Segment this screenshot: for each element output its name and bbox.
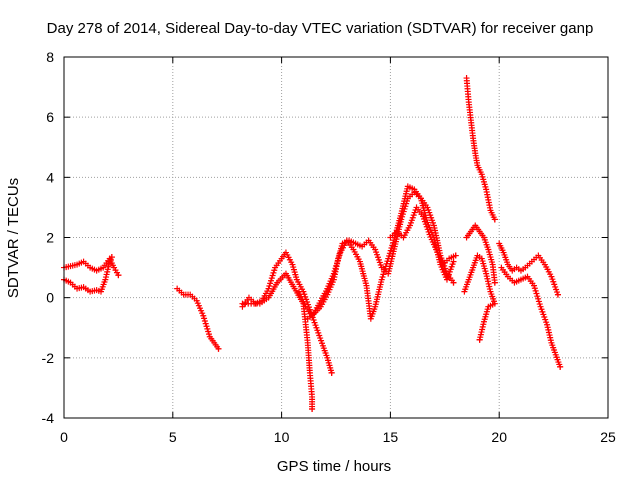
grid bbox=[64, 57, 608, 418]
data-point bbox=[386, 252, 393, 259]
data-point bbox=[336, 252, 343, 259]
data-point bbox=[385, 255, 392, 262]
data-point bbox=[536, 301, 543, 308]
data-point bbox=[115, 272, 122, 279]
x-tick-label: 25 bbox=[600, 429, 616, 445]
data-point bbox=[532, 287, 539, 294]
data-point bbox=[491, 216, 498, 223]
data-point bbox=[450, 279, 457, 286]
data-point bbox=[557, 363, 564, 370]
data-series-seg3 bbox=[174, 285, 222, 352]
y-tick-label: 2 bbox=[46, 230, 54, 246]
data-point bbox=[390, 239, 397, 246]
data-point bbox=[268, 275, 275, 282]
x-tick-label: 0 bbox=[60, 429, 68, 445]
y-tick-label: 6 bbox=[46, 109, 54, 125]
data-point bbox=[201, 317, 208, 324]
data-point bbox=[330, 270, 337, 277]
data-point bbox=[270, 269, 277, 276]
data-point bbox=[266, 283, 273, 290]
data-point bbox=[334, 260, 341, 267]
data-series-seg2 bbox=[61, 254, 115, 295]
y-tick-label: 8 bbox=[46, 49, 54, 65]
x-tick-label: 15 bbox=[383, 429, 399, 445]
data-point bbox=[200, 312, 207, 319]
x-tick-label: 10 bbox=[274, 429, 290, 445]
data-series-seg8 bbox=[387, 204, 459, 268]
y-tick-label: -4 bbox=[42, 410, 55, 426]
y-axis-label: SDTVAR / TECUs bbox=[5, 178, 22, 298]
x-axis-label: GPS time / hours bbox=[277, 458, 391, 475]
data-point bbox=[389, 242, 396, 249]
x-tick-label: 20 bbox=[491, 429, 507, 445]
data-point bbox=[390, 237, 397, 244]
data-point bbox=[267, 280, 274, 287]
data-point bbox=[533, 290, 540, 297]
data-point bbox=[108, 254, 115, 261]
data-point bbox=[331, 267, 338, 274]
plot-frame bbox=[63, 56, 609, 419]
data-point bbox=[379, 273, 386, 280]
data-point bbox=[202, 320, 209, 327]
data-point bbox=[452, 252, 459, 259]
y-tick-label: 4 bbox=[46, 169, 54, 185]
data-point bbox=[535, 298, 542, 305]
data-point bbox=[554, 291, 561, 298]
data-point bbox=[215, 345, 222, 352]
data-point bbox=[328, 369, 335, 376]
data-point bbox=[381, 268, 388, 275]
data-point bbox=[333, 262, 340, 269]
data-points bbox=[61, 75, 564, 412]
tick-labels: 0 5 10 15 20 25 -4 -2 0 2 4 6 8 bbox=[42, 49, 616, 445]
data-series-seg13 bbox=[498, 264, 564, 370]
data-point bbox=[384, 258, 391, 265]
data-point bbox=[205, 328, 212, 335]
data-point bbox=[491, 279, 498, 286]
data-point bbox=[388, 245, 395, 252]
data-point bbox=[531, 285, 538, 292]
data-series-seg9 bbox=[463, 75, 498, 223]
data-series-seg11 bbox=[461, 252, 498, 343]
data-point bbox=[534, 293, 541, 300]
data-point bbox=[450, 258, 457, 265]
data-point bbox=[204, 325, 211, 332]
data-point bbox=[535, 295, 542, 302]
data-series-seg5 bbox=[239, 270, 316, 412]
data-point bbox=[205, 331, 212, 338]
data-point bbox=[382, 263, 389, 270]
x-tick-label: 5 bbox=[169, 429, 177, 445]
data-series-seg10 bbox=[463, 222, 498, 286]
data-point bbox=[531, 282, 538, 289]
data-point bbox=[378, 276, 385, 283]
y-tick-label: 0 bbox=[46, 290, 54, 306]
data-point bbox=[203, 323, 210, 330]
data-point bbox=[201, 315, 208, 322]
data-point bbox=[476, 336, 483, 343]
data-point bbox=[335, 254, 342, 261]
data-point bbox=[332, 265, 339, 272]
data-point bbox=[309, 405, 316, 412]
data-point bbox=[383, 260, 390, 267]
data-point bbox=[271, 267, 278, 274]
data-point bbox=[381, 266, 388, 273]
data-point bbox=[267, 277, 274, 284]
data-point bbox=[387, 247, 394, 254]
data-point bbox=[269, 272, 276, 279]
chart-title: Day 278 of 2014, Sidereal Day-to-day VTE… bbox=[47, 20, 594, 37]
data-point bbox=[386, 250, 393, 257]
data-point bbox=[380, 271, 387, 278]
y-tick-label: -2 bbox=[42, 350, 55, 366]
data-series-seg12 bbox=[496, 240, 561, 298]
data-point bbox=[334, 257, 341, 264]
